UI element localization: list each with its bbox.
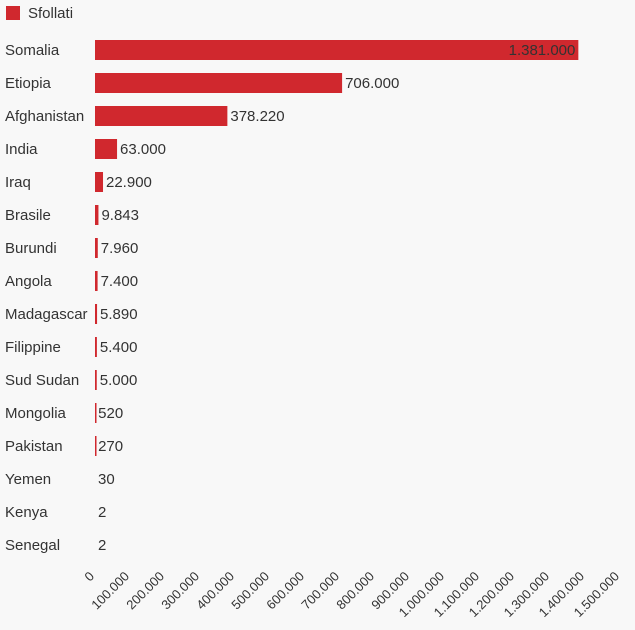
category-label: Angola — [5, 273, 52, 290]
bar — [95, 238, 98, 258]
bar — [95, 337, 97, 357]
bar — [95, 370, 97, 390]
value-label: 2 — [98, 504, 106, 521]
bar — [95, 106, 228, 126]
category-label: Somalia — [5, 42, 60, 59]
x-tick-label: 0 — [81, 569, 97, 585]
value-label: 7.400 — [101, 273, 139, 290]
bar — [95, 40, 579, 60]
category-label: Burundi — [5, 240, 57, 257]
category-label: Mongolia — [5, 405, 67, 422]
category-label: Senegal — [5, 537, 60, 554]
bar — [95, 436, 97, 456]
value-label: 270 — [98, 438, 123, 455]
bar — [95, 139, 118, 159]
value-label: 30 — [98, 471, 115, 488]
value-label: 22.900 — [106, 174, 152, 191]
category-label: Sud Sudan — [5, 372, 79, 389]
category-label: Pakistan — [5, 438, 63, 455]
x-tick-label: 200.000 — [123, 569, 167, 613]
category-label: Yemen — [5, 471, 51, 488]
value-label: 1.381.000 — [509, 42, 576, 59]
bar — [95, 403, 97, 423]
category-label: Iraq — [5, 174, 31, 191]
category-label: Madagascar — [5, 306, 88, 323]
value-label: 63.000 — [120, 141, 166, 158]
category-label: Kenya — [5, 504, 48, 521]
x-tick-label: 700.000 — [298, 569, 342, 613]
category-label: Brasile — [5, 207, 51, 224]
value-label: 7.960 — [101, 240, 139, 257]
legend-label: Sfollati — [28, 5, 74, 22]
category-label: Etiopia — [5, 75, 52, 92]
value-label: 706.000 — [345, 75, 399, 92]
category-label: Afghanistan — [5, 108, 84, 125]
bar — [95, 172, 104, 192]
bar — [95, 73, 343, 93]
value-label: 378.220 — [230, 108, 284, 125]
value-label: 5.890 — [100, 306, 138, 323]
x-tick-label: 400.000 — [193, 569, 237, 613]
category-label: Filippine — [5, 339, 61, 356]
value-label: 5.400 — [100, 339, 138, 356]
legend-swatch — [6, 6, 20, 20]
x-tick-label: 100.000 — [88, 569, 132, 613]
value-label: 2 — [98, 537, 106, 554]
bar — [95, 205, 99, 225]
category-label: India — [5, 141, 38, 158]
x-tick-label: 600.000 — [263, 569, 307, 613]
bar — [95, 271, 98, 291]
value-label: 520 — [98, 405, 123, 422]
x-tick-label: 300.000 — [158, 569, 202, 613]
x-tick-label: 800.000 — [333, 569, 377, 613]
x-tick-label: 500.000 — [228, 569, 272, 613]
bar — [95, 304, 98, 324]
value-label: 9.843 — [101, 207, 139, 224]
value-label: 5.000 — [100, 372, 138, 389]
